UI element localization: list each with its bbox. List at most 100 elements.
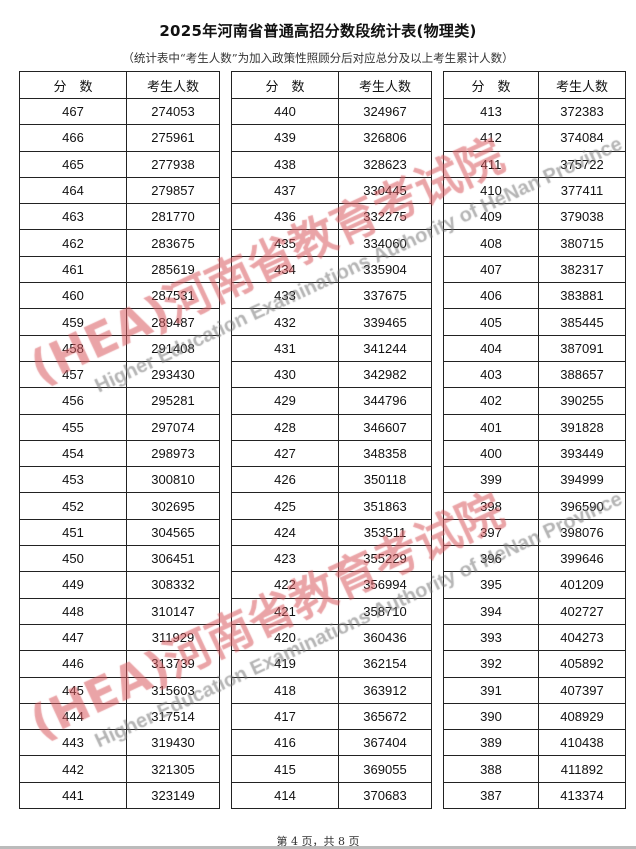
score-cell: 432 [231,308,339,336]
table-row: 410 377411 [443,176,626,205]
count-cell: 346607 [338,413,432,441]
count-cell: 390255 [538,387,626,415]
table-row: 428 346607 [231,413,432,441]
count-cell: 341244 [338,334,432,362]
score-cell: 427 [231,439,339,468]
score-cell: 401 [443,413,539,441]
count-cell: 298973 [126,439,220,468]
table-row: 462 283675 [19,229,220,257]
count-cell: 413374 [538,781,626,810]
count-cell: 337675 [338,282,432,310]
count-cell: 277938 [126,150,220,178]
table-row: 408 380715 [443,229,626,257]
score-cell: 419 [231,650,339,678]
count-cell: 402727 [538,597,626,625]
count-cell: 369055 [338,755,432,783]
count-cell: 304565 [126,518,220,547]
count-cell: 319430 [126,729,220,757]
count-cell: 379038 [538,203,626,231]
count-cell: 326806 [338,124,432,152]
count-cell: 317514 [126,702,220,731]
score-cell: 402 [443,387,539,415]
table-row: 394 402727 [443,597,626,625]
table-row: 447 311929 [19,623,220,652]
table-row: 451 304565 [19,518,220,547]
count-cell: 311929 [126,623,220,652]
table-row: 387 413374 [443,781,626,810]
table-row: 452 302695 [19,492,220,520]
score-cell: 413 [443,97,539,126]
page-title: 2025年河南省普通高招分数段统计表(物理类) [159,22,477,40]
table-row: 430 342982 [231,360,432,389]
table-row: 425 351863 [231,492,432,520]
count-header: 考生人数 [126,71,220,99]
count-cell: 310147 [126,597,220,625]
score-cell: 458 [19,334,127,362]
score-cell: 430 [231,360,339,389]
table-row: 460 287531 [19,282,220,310]
table-row: 429 344796 [231,387,432,415]
table-row: 458 291408 [19,334,220,362]
score-cell: 460 [19,282,127,310]
count-cell: 285619 [126,255,220,284]
count-cell: 385445 [538,308,626,336]
table-row: 441 323149 [19,781,220,810]
table-row: 467 274053 [19,97,220,126]
table-row: 414 370683 [231,781,432,810]
count-cell: 300810 [126,466,220,494]
score-cell: 389 [443,729,539,757]
table-row: 395 401209 [443,571,626,599]
count-cell: 350118 [338,466,432,494]
table-row: 393 404273 [443,623,626,652]
count-cell: 382317 [538,255,626,284]
count-cell: 399646 [538,545,626,573]
score-cell: 433 [231,282,339,310]
score-cell: 422 [231,571,339,599]
table-row: 439 326806 [231,124,432,152]
table-row: 405 385445 [443,308,626,336]
table-row: 431 341244 [231,334,432,362]
count-cell: 356994 [338,571,432,599]
score-cell: 393 [443,623,539,652]
score-cell: 465 [19,150,127,178]
table-row: 418 363912 [231,676,432,704]
count-cell: 344796 [338,387,432,415]
score-cell: 397 [443,518,539,547]
count-cell: 324967 [338,97,432,126]
table-row: 406 383881 [443,282,626,310]
table-row: 404 387091 [443,334,626,362]
count-cell: 398076 [538,518,626,547]
score-cell: 425 [231,492,339,520]
count-cell: 387091 [538,334,626,362]
score-cell: 411 [443,150,539,178]
count-cell: 410438 [538,729,626,757]
count-cell: 375722 [538,150,626,178]
score-cell: 454 [19,439,127,468]
score-cell: 439 [231,124,339,152]
table-row: 461 285619 [19,255,220,284]
score-cell: 464 [19,176,127,205]
count-cell: 355229 [338,545,432,573]
count-cell: 342982 [338,360,432,389]
table-row: 389 410438 [443,729,626,757]
table-row: 392 405892 [443,650,626,678]
score-cell: 390 [443,702,539,731]
count-cell: 348358 [338,439,432,468]
table-row: 457 293430 [19,360,220,389]
score-cell: 423 [231,545,339,573]
score-cell: 453 [19,466,127,494]
table-row: 403 388657 [443,360,626,389]
score-cell: 388 [443,755,539,783]
score-cell: 437 [231,176,339,205]
table-row: 450 306451 [19,545,220,573]
score-cell: 429 [231,387,339,415]
table-row: 465 277938 [19,150,220,178]
count-cell: 323149 [126,781,220,810]
score-cell: 410 [443,176,539,205]
table-row: 433 337675 [231,282,432,310]
table-row: 466 275961 [19,124,220,152]
count-cell: 360436 [338,623,432,652]
count-cell: 374084 [538,124,626,152]
count-cell: 411892 [538,755,626,783]
count-header: 考生人数 [538,71,626,99]
